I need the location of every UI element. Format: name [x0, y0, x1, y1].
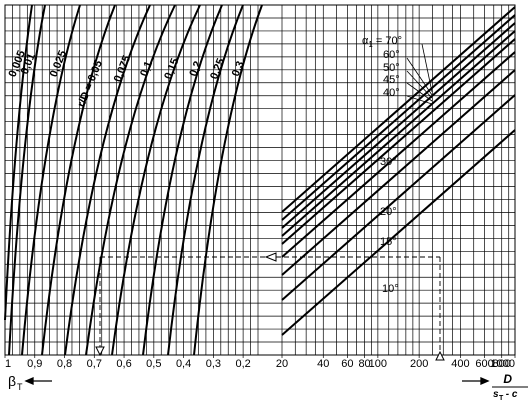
angle-value: 30°: [380, 156, 397, 168]
angle-label: 40°: [383, 87, 400, 99]
angle-line: [281, 22, 516, 229]
angle-label: 15°: [380, 236, 397, 248]
angle-label: α1 = 70°: [362, 35, 402, 49]
arrow: [24, 377, 52, 385]
arrow: [264, 252, 277, 262]
right-axis-denominator-rest: - c: [503, 389, 518, 400]
x-tick-label: 200: [410, 358, 428, 370]
leader: [406, 95, 433, 105]
leader: [406, 57, 433, 96]
x-tick-label: 100: [369, 358, 387, 370]
angle-line: [281, 51, 516, 258]
r-d-curve: [21, 4, 81, 356]
arrow: [95, 346, 105, 357]
angle-line: [281, 38, 516, 245]
curves: [4, 4, 516, 356]
plot-frame: [4, 4, 516, 356]
curve-label: 0,3: [230, 60, 247, 79]
angle-line: [281, 30, 516, 237]
r-d-curve: [193, 4, 263, 356]
x-tick-label: 40: [317, 358, 329, 370]
x-tick-label: 0,5: [146, 358, 161, 370]
x-tick-label: 800: [493, 358, 511, 370]
x-tick-label: 400: [451, 358, 469, 370]
angle-line: [281, 14, 516, 221]
x-tick-label: 0,7: [87, 358, 102, 370]
angle-value: 10°: [382, 283, 399, 295]
leader: [406, 82, 433, 102]
angle-label: 30°: [380, 156, 397, 168]
arrow: [435, 350, 445, 361]
alpha-subscript: 1: [368, 40, 373, 49]
angle-label: 60°: [383, 49, 400, 61]
right-axis-numerator: D: [503, 372, 512, 386]
leader: [406, 70, 433, 99]
left-axis-subscript: T: [17, 382, 23, 392]
angle-value: 20°: [380, 206, 397, 218]
angle-label: 45°: [383, 74, 400, 86]
x-tick-label: 0,3: [206, 358, 221, 370]
angle-value: 60°: [383, 49, 400, 61]
angle-value: 70°: [385, 35, 402, 47]
angle-value: 50°: [383, 62, 400, 74]
curve-label: 0,2: [187, 60, 204, 79]
arrow: [462, 377, 490, 385]
r-d-curve: [8, 4, 46, 356]
alpha: α: [362, 35, 369, 47]
right-axis-subscript: T: [499, 395, 504, 401]
x-tick-label: 20: [276, 358, 288, 370]
r-d-curve: [111, 4, 201, 356]
left-axis-symbol: β: [8, 373, 16, 389]
r-d-curve: [85, 4, 176, 356]
x-tick-label: 0,9: [27, 358, 42, 370]
angle-value: 40°: [383, 87, 400, 99]
angle-line: [281, 94, 516, 301]
equals: =: [373, 35, 386, 47]
x-tick-label: 60: [341, 358, 353, 370]
r-d-curve: [41, 4, 116, 356]
angle-line: [281, 129, 516, 336]
angle-value: 45°: [383, 74, 400, 86]
angle-label: 50°: [383, 62, 400, 74]
r-d-curve: [142, 4, 223, 356]
x-tick-label: 80: [358, 358, 370, 370]
r-d-curve: [64, 4, 151, 356]
r-d-curve: [167, 4, 244, 356]
angle-line: [281, 6, 516, 213]
x-tick-label: 1: [5, 358, 11, 370]
angle-label: 10°: [382, 283, 399, 295]
x-tick-label: 1000: [491, 358, 515, 370]
x-tick-label: 0,8: [57, 358, 72, 370]
r-d-curve: [4, 4, 33, 321]
leader: [421, 43, 433, 93]
angle-label: 20°: [380, 206, 397, 218]
x-tick-label: 0,4: [176, 358, 191, 370]
x-tick-label: 0,2: [235, 358, 250, 370]
x-tick-label: 0,6: [116, 358, 131, 370]
right-axis-denominator: s: [493, 389, 499, 400]
curve-label: 0,1: [138, 60, 155, 79]
x-tick-label: 600: [475, 358, 493, 370]
angle-value: 15°: [380, 236, 397, 248]
angle-line: [281, 69, 516, 276]
